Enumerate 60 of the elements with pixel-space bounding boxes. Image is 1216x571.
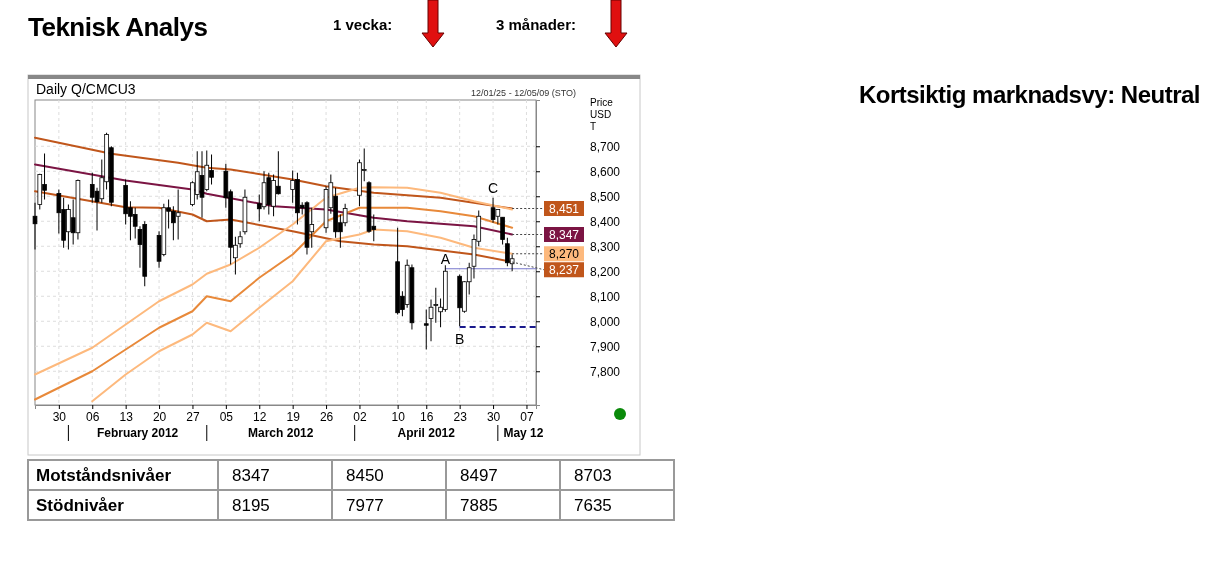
candlestick	[175, 189, 181, 240]
x-tick-label: 27	[186, 409, 200, 424]
text: 12/01/25 - 12/05/09 (STO)	[471, 88, 576, 98]
x-tick-label: 30	[486, 409, 501, 424]
y-tick-label: 8,500	[590, 189, 621, 204]
x-tick-label: 23	[453, 409, 468, 424]
x-tick-label: 07	[520, 409, 534, 424]
line-series	[34, 163, 514, 236]
y-tick-label: 7,800	[590, 364, 621, 379]
x-tick-label: 10	[391, 409, 406, 424]
line-series	[34, 136, 514, 210]
annotation: A	[440, 250, 451, 267]
text: March 2012	[248, 426, 314, 440]
y-tick-label: 8,000	[590, 314, 621, 329]
y-axis-title: Price USD T	[590, 97, 614, 132]
text: 8497	[460, 465, 498, 485]
text: 7885	[460, 495, 498, 515]
text: April 2012	[397, 426, 456, 440]
text: 8450	[346, 465, 384, 485]
annotation: 8,451	[548, 201, 580, 216]
text: 8703	[574, 465, 612, 485]
text: Kortsiktig marknadsvy: Neutral	[858, 81, 1200, 108]
text: Stödnivåer	[36, 495, 125, 515]
x-tick-label: 26	[319, 409, 334, 424]
chart-title: Daily Q/CMCU3	[36, 81, 136, 97]
candlestick	[490, 197, 496, 224]
x-tick-label: 05	[219, 409, 234, 424]
text: February 2012	[96, 426, 179, 440]
x-tick-label: 30	[52, 409, 67, 424]
candlestick	[500, 216, 505, 245]
text: May 12	[503, 426, 544, 440]
y-tick-label: 7,900	[590, 339, 621, 354]
text: 7977	[346, 495, 384, 515]
y-tick-label: 8,300	[590, 239, 621, 254]
x-tick-label: 16	[420, 409, 434, 424]
text: 1 vecka:	[333, 16, 393, 33]
y-tick-label: 8,200	[590, 264, 621, 279]
x-tick-label: 19	[286, 409, 301, 424]
text: Teknisk Analys	[28, 12, 208, 42]
annotation: C	[487, 179, 499, 196]
x-tick-label: 20	[152, 409, 167, 424]
annotation: 8,270	[548, 246, 580, 261]
x-tick-label: 06	[86, 409, 100, 424]
line-series	[34, 206, 514, 401]
annotation: 8,347	[548, 227, 580, 242]
y-tick-label: 8,600	[590, 164, 621, 179]
text: 3 månader:	[496, 16, 577, 33]
x-tick-label: 02	[353, 409, 367, 424]
text: 7635	[574, 495, 612, 515]
annotation: B	[454, 330, 465, 347]
text: 8347	[232, 465, 270, 485]
y-tick-label: 8,400	[590, 214, 621, 229]
y-tick-label: 8,100	[590, 289, 621, 304]
candlestick	[199, 150, 205, 219]
x-tick-label: 13	[119, 409, 134, 424]
x-tick-label: 12	[253, 409, 267, 424]
text: 8195	[232, 495, 270, 515]
y-tick-label: 8,700	[590, 139, 621, 154]
annotation: 8,237	[548, 262, 580, 277]
text: Motståndsnivåer	[36, 465, 172, 485]
